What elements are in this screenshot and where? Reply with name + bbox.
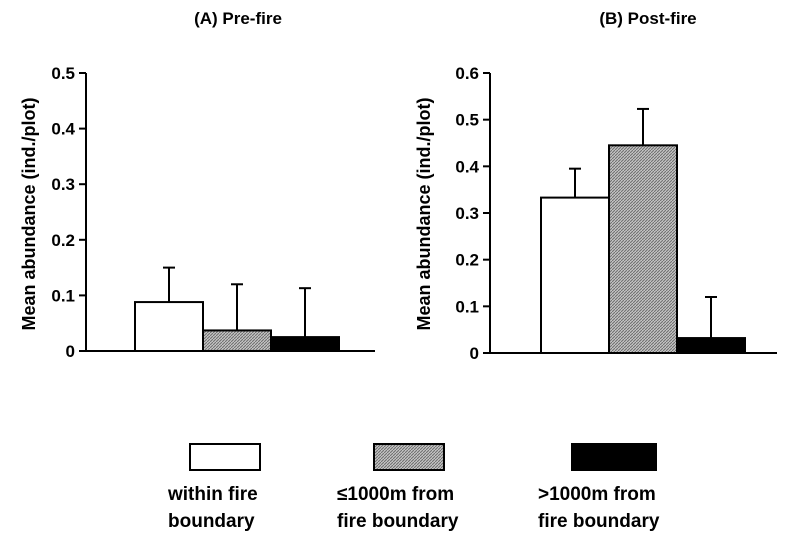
panel-b-ytick-label: 0.5 xyxy=(455,111,479,130)
panel-a-ytick-label: 0.4 xyxy=(51,120,75,139)
panel-b-bar-far xyxy=(676,337,746,355)
panel-b-ylabel: Mean abundance (ind./plot) xyxy=(414,97,434,330)
panel-b-ytick-label: 0.2 xyxy=(455,251,479,270)
panel-b-ytick-label: 0.4 xyxy=(455,157,479,176)
panel-a-bar-near xyxy=(202,329,272,353)
panel-a-y-ticks: 0 0.1 0.2 0.3 0.4 0.5 xyxy=(51,64,86,361)
panel-b-bar-near xyxy=(608,144,678,354)
legend-swatch-far xyxy=(571,443,657,471)
panel-a-ytick-label: 0.5 xyxy=(51,64,75,83)
panel-a-ytick-label: 0.2 xyxy=(51,231,75,250)
panel-b-bar-within xyxy=(540,196,610,354)
panel-a-ytick-label: 0 xyxy=(66,342,75,361)
panel-b: (B) Post-fire Mean abundance (ind./plot)… xyxy=(414,9,777,363)
panel-a-ylabel: Mean abundance (ind./plot) xyxy=(19,97,39,330)
panel-a-ytick-label: 0.3 xyxy=(51,175,75,194)
panel-b-ytick-label: 0.1 xyxy=(455,297,479,316)
panel-b-ytick-label: 0.6 xyxy=(455,64,479,83)
panel-b-ytick-label: 0 xyxy=(470,344,479,363)
panel-b-ytick-label: 0.3 xyxy=(455,204,479,223)
legend-swatch-within xyxy=(189,443,261,471)
panel-a-bars xyxy=(134,266,340,353)
panel-b-y-ticks: 0 0.1 0.2 0.3 0.4 0.5 0.6 xyxy=(455,64,490,363)
panel-a-title: (A) Pre-fire xyxy=(194,9,282,28)
legend-swatch-near xyxy=(373,443,445,471)
panel-b-title: (B) Post-fire xyxy=(599,9,696,28)
panel-b-bars xyxy=(540,107,746,355)
legend-label-near-line1: ≤1000m from xyxy=(337,484,454,505)
legend-label-near-line2: fire boundary xyxy=(337,511,459,532)
legend-label-within-line1: within fire xyxy=(167,484,258,505)
legend-label-far-line2: fire boundary xyxy=(538,511,660,532)
legend-label-far-line1: >1000m from xyxy=(538,484,656,505)
panel-a: (A) Pre-fire Mean abundance (ind./plot) … xyxy=(19,9,375,361)
panel-a-bar-far xyxy=(270,336,340,353)
panel-a-bar-within xyxy=(134,301,204,352)
legend: within fire boundary ≤1000m from fire bo… xyxy=(167,443,660,532)
legend-label-within-line2: boundary xyxy=(168,511,255,532)
panel-a-ytick-label: 0.1 xyxy=(51,286,75,305)
